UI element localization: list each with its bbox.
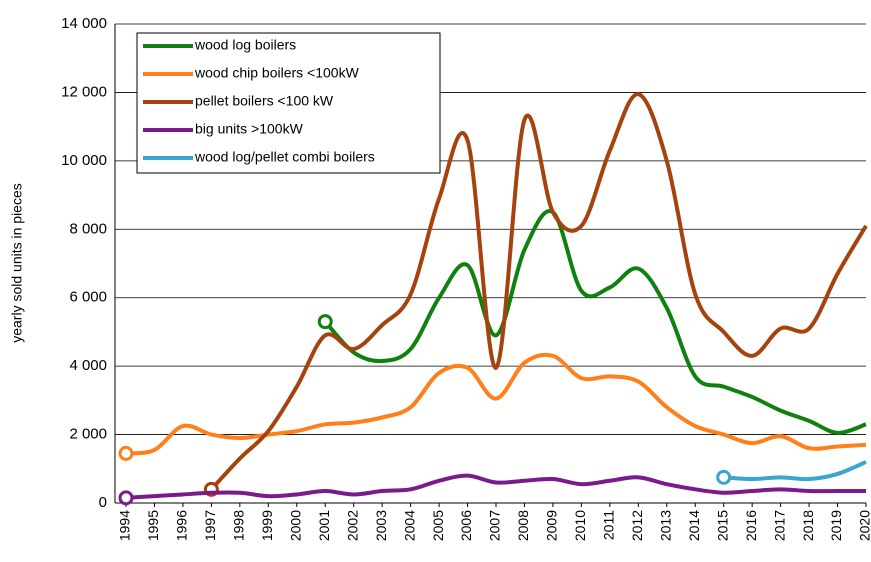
y-tick-label: 2 000: [69, 426, 107, 443]
y-tick-label: 0: [99, 494, 107, 511]
x-tick-label: 2007: [487, 510, 503, 541]
x-tick-label: 2009: [544, 510, 560, 541]
x-tick-label: 2002: [344, 510, 360, 541]
series-start-marker: [118, 445, 134, 461]
y-axis-label: yearly sold units in pieces: [9, 183, 25, 343]
series-start-marker: [716, 469, 732, 485]
x-tick-label: 2020: [857, 510, 871, 541]
x-tick-label: 2013: [657, 510, 673, 541]
x-tick-label: 1997: [202, 510, 218, 541]
x-tick-label: 1999: [259, 510, 275, 541]
y-tick-label: 8 000: [69, 220, 107, 237]
x-tick-label: 2006: [458, 510, 474, 541]
x-tick-label: 2016: [743, 510, 759, 541]
series-line: [323, 208, 867, 435]
x-tick-label: 1998: [231, 510, 247, 541]
y-tick-label: 6 000: [69, 289, 107, 306]
y-tick-label: 12 000: [61, 83, 107, 100]
x-tick-label: 2015: [714, 510, 730, 541]
x-tick-label: 2012: [629, 510, 645, 541]
series-start-marker: [118, 490, 134, 506]
x-tick-label: 2014: [686, 510, 702, 541]
x-tick-label: 2011: [601, 510, 617, 540]
x-tick-label: 1995: [145, 510, 161, 541]
legend-label: pellet boilers <100 kW: [195, 93, 334, 109]
series-line: [209, 92, 868, 491]
y-tick-label: 4 000: [69, 357, 107, 374]
series-line: [723, 460, 867, 482]
series-start-marker: [317, 314, 333, 330]
y-tick-label: 14 000: [61, 15, 107, 32]
legend-label: wood log boilers: [194, 37, 296, 53]
legend-label: wood log/pellet combi boilers: [194, 149, 375, 165]
x-tick-label: 2003: [373, 510, 389, 541]
series-line: [125, 352, 867, 456]
x-tick-label: 2018: [800, 510, 816, 541]
x-tick-label: 2001: [316, 510, 332, 541]
x-tick-label: 2005: [430, 510, 446, 541]
x-tick-label: 2017: [771, 510, 787, 541]
x-tick-label: 2019: [828, 510, 844, 541]
x-tick-label: 2004: [401, 510, 417, 541]
series-line: [125, 473, 866, 500]
x-tick-label: 2008: [515, 510, 531, 541]
x-tick-label: 2000: [287, 510, 303, 541]
y-tick-label: 10 000: [61, 152, 107, 169]
x-tick-label: 1996: [174, 510, 190, 541]
x-tick-label: 1994: [117, 510, 133, 541]
legend-label: big units >100kW: [195, 121, 304, 137]
legend-label: wood chip boilers <100kW: [194, 65, 360, 81]
x-tick-label: 2010: [572, 510, 588, 541]
